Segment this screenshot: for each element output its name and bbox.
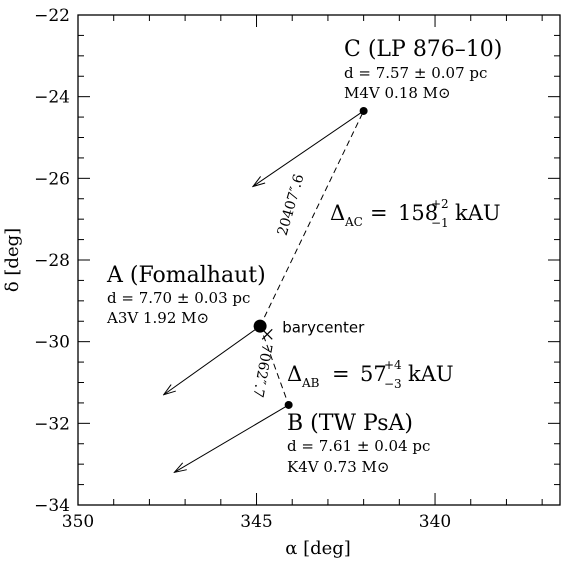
delta-ab-value: 57 [360,362,387,386]
y-tick-label: −30 [34,333,70,353]
svg-text:=: = [370,201,388,225]
x-axis-label: α [deg] [285,538,351,559]
star-a-title: A (Fomalhaut) [106,263,266,288]
tick-labels: 350 345 340 −34 −32 −30 −28 −26 −24 −22 [34,6,451,532]
star-b-distance: d = 7.61 ± 0.04 pc [287,437,430,455]
delta-ab-unit: kAU [408,362,454,386]
delta-ab-sup: +4 [384,358,402,372]
star-c-title: C (LP 876–10) [344,37,502,62]
x-tick-label: 350 [62,512,94,532]
star-c-distance: d = 7.57 ± 0.07 pc [344,64,487,82]
delta-ac-unit: kAU [455,201,501,225]
delta-ac-subscript: AC [344,215,363,229]
star-b-spectral: K4V 0.73 M⊙ [287,458,389,476]
star-b-marker [284,400,293,409]
star-b-title: B (TW PsA) [287,411,413,436]
x-tick-label: 345 [240,512,272,532]
svg-text:Δ: Δ [330,201,345,225]
delta-ac-label: Δ AC = 158 +2 −1 kAU [330,197,501,230]
separation-angle-ab: 7062″.7 [249,343,274,399]
motion-arrow-a [164,325,261,395]
separation-line-ab [259,325,290,406]
x-tick-label: 340 [419,512,451,532]
proper-motion-arrows [164,110,364,472]
star-c-spectral: M4V 0.18 M⊙ [344,84,451,102]
y-tick-label: −26 [34,169,70,189]
star-a-marker [253,319,267,333]
y-tick-label: −32 [34,414,70,434]
y-axis-label: δ [deg] [2,228,23,292]
separation-lines [259,110,365,406]
y-tick-label: −24 [34,88,70,108]
star-a-distance: d = 7.70 ± 0.03 pc [107,289,250,307]
delta-ac-sub: −1 [431,216,449,230]
delta-ab-sub: −3 [384,377,402,391]
delta-ac-sup: +2 [431,197,449,211]
star-c-marker [359,106,368,115]
barycenter-marker: barycenter [261,318,365,340]
motion-arrow-c [253,110,364,187]
delta-ab-label: Δ AB = 57 +4 −3 kAU [287,358,454,391]
star-a-spectral: A3V 1.92 M⊙ [106,309,209,327]
star-markers [253,106,368,409]
svg-text:=: = [332,362,350,386]
y-tick-label: −34 [34,496,70,516]
separation-angle-ac: 20407″.6 [275,172,308,237]
svg-text:Δ: Δ [287,362,302,386]
y-tick-label: −28 [34,251,70,271]
delta-ac-value: 158 [398,201,438,225]
delta-ab-subscript: AB [301,376,320,390]
y-tick-label: −22 [34,6,70,26]
barycenter-label: barycenter [282,318,365,336]
axis-ticks [77,14,560,506]
motion-arrow-b [174,404,289,472]
